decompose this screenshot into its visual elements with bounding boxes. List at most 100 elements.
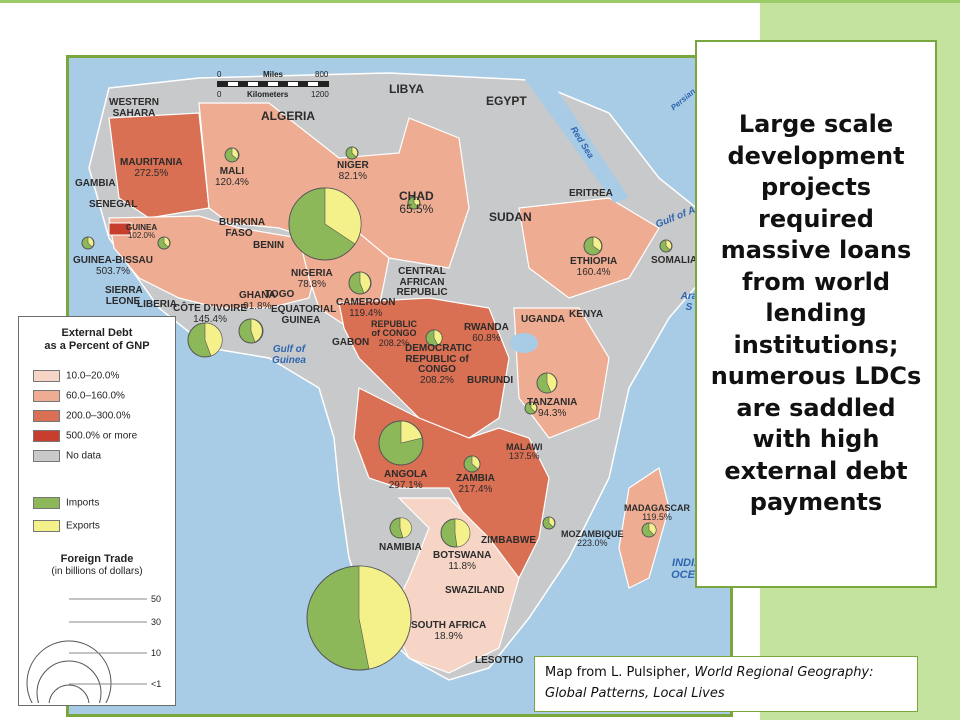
legend-class-5: No data [33, 450, 101, 464]
trade-pie-mali [224, 147, 240, 163]
legend-trade-title: Foreign Trade [60, 553, 134, 565]
country-label-mauritania: MAURITANIA 272.5% [120, 157, 183, 179]
legend-trade-50: 50 [151, 594, 162, 604]
top-accent-line [0, 0, 960, 3]
trade-pie-namibia [389, 517, 412, 539]
red-sea [524, 78, 629, 203]
region-mauritania [108, 112, 210, 219]
country-label-mali: MALI 120.4% [215, 166, 249, 188]
trade-pie-ghana [238, 318, 264, 344]
water-label-gulf-of-guinea: Gulf of Guinea [272, 344, 306, 366]
country-label-cameroon: CAMEROON 119.4% [336, 297, 396, 319]
country-label-namibia: NAMIBIA [379, 542, 422, 553]
trade-pie-tanzania [536, 372, 558, 394]
country-label-western-sahara: WESTERN SAHARA [109, 97, 159, 119]
country-label-niger: NIGER 82.1% [337, 160, 369, 182]
country-label-equatorial-guinea: EQUATORIAL GUINEA [271, 304, 337, 326]
trade-pie-madagascar [641, 522, 657, 538]
trade-pie-chad [407, 196, 421, 210]
trade-pie-zambia [463, 455, 481, 473]
legend-imports: Imports [33, 497, 99, 511]
country-label-algeria: ALGERIA [261, 109, 315, 123]
country-label-tanzania: TANZANIA 94.3% [527, 397, 578, 419]
legend-class-1: 10.0–20.0% [33, 370, 119, 384]
region-guinea-bissau [108, 222, 132, 236]
country-label-gabon: GABON [332, 337, 370, 348]
country-label-zambia: ZAMBIA 217.4% [456, 473, 495, 495]
country-label-cote-divoire: CÔTE D'IVOIRE 145.4% [173, 303, 248, 325]
country-label-ghana: GHANA 91.8% [239, 290, 276, 312]
country-label-kenya: KENYA [569, 309, 604, 320]
trade-pie-drc [425, 329, 443, 347]
legend-class-2: 60.0–160.0% [33, 390, 125, 404]
scale-km-label: Kilometers [247, 90, 289, 99]
country-label-rwanda: RWANDA 60.8% [464, 322, 509, 344]
country-label-senegal: SENEGAL [89, 199, 138, 210]
scale-miles-start: 0 [217, 70, 222, 79]
country-label-guinea-bissau: GUINEA-BISSAU 503.7% [73, 255, 154, 277]
legend-trade-circles [26, 598, 147, 703]
legend-title-line2: as a Percent of GNP [44, 340, 150, 352]
callout-box: Large scale development projects require… [695, 40, 937, 588]
lake-victoria [510, 333, 538, 353]
country-label-south-africa: SOUTH AFRICA 18.9% [411, 620, 487, 642]
scale-km-end: 1200 [311, 90, 329, 99]
legend-trade-subtitle: (in billions of dollars) [51, 566, 143, 577]
map-legend: External Debt as a Percent of GNP 10.0–2… [18, 316, 176, 706]
credit-prefix: Map from L. Pulsipher, [545, 665, 695, 680]
water-label-indian-ocean: INDIA OCEA [671, 557, 703, 581]
legend-swatch [33, 390, 60, 402]
country-label-lesotho: LESOTHO [475, 655, 524, 666]
legend-swatch [33, 430, 60, 442]
country-label-angola: ANGOLA 297.1% [384, 469, 428, 491]
country-label-madagascar: MADAGASCAR 119.5% [624, 503, 690, 523]
callout-text: Large scale development projects require… [710, 110, 922, 517]
country-label-liberia: LIBERIA [137, 299, 177, 310]
trade-pie-ethiopia [583, 236, 603, 256]
country-label-benin: BENIN [253, 240, 285, 251]
country-label-ethiopia: ETHIOPIA 160.4% [570, 256, 618, 278]
trade-pie-malawi [524, 401, 538, 415]
country-label-guinea: GUINEA 102.0% [126, 223, 158, 241]
legend-class-3: 200.0–300.0% [33, 410, 131, 424]
country-label-chad: CHAD 65.5% [399, 189, 434, 216]
country-label-gambia: GAMBIA [75, 178, 116, 189]
country-label-burkina-faso: BURKINA FASO [219, 217, 266, 239]
scale-bar-graphic [217, 81, 329, 87]
trade-pie-cote-divoire [187, 322, 223, 358]
country-label-eritrea: ERITREA [569, 188, 613, 199]
scale-miles-end: 800 [315, 70, 329, 79]
country-label-central-african-republic: CENTRAL AFRICAN REPUBLIC [396, 266, 448, 298]
map-scale-bar: 0 Miles 800 0 Kilometers 1200 [217, 70, 333, 106]
trade-pie-guinea [157, 236, 171, 250]
country-label-uganda: UGANDA [521, 314, 565, 325]
country-label-sierra-leone: SIERRA LEONE [105, 285, 143, 307]
legend-swatch [33, 497, 60, 509]
legend-class-4: 500.0% or more [33, 430, 137, 444]
trade-pie-mozambique [542, 516, 556, 530]
trade-pie-cameroon [348, 271, 372, 295]
country-label-republic-of-congo: REPUBLIC of CONGO 208.2% [370, 319, 417, 348]
water-label-arabian-sea: Ara S [680, 291, 698, 313]
trade-pie-niger [345, 146, 359, 160]
country-label-drc: DEMOCRATIC REPUBLIC of CONGO 208.2% [405, 343, 473, 386]
country-label-sudan: SUDAN [489, 210, 532, 224]
legend-trade-10: 10 [151, 648, 162, 658]
country-label-libya: LIBYA [389, 82, 424, 96]
africa-map-drawing [81, 72, 730, 681]
country-label-egypt: EGYPT [486, 94, 527, 108]
legend-title-line1: External Debt [61, 327, 133, 339]
trade-pie-somalia [659, 239, 673, 253]
trade-pie-south-africa [306, 565, 412, 671]
trade-pie-guinea-bissau [81, 236, 95, 250]
source-credit: Map from L. Pulsipher, World Regional Ge… [534, 656, 918, 712]
scale-km-start: 0 [217, 90, 222, 99]
country-label-swaziland: SWAZILAND [445, 585, 505, 596]
credit-book-title: World Regional Geography: Global Pattern… [545, 665, 874, 701]
country-label-mozambique: MOZAMBIQUE 223.0% [561, 529, 624, 549]
legend-swatch [33, 370, 60, 382]
country-label-nigeria: NIGERIA 78.8% [291, 268, 333, 290]
legend-trade-30: 30 [151, 617, 162, 627]
country-label-zimbabwe: ZIMBABWE [481, 535, 536, 546]
country-label-somalia: SOMALIA [651, 255, 698, 266]
